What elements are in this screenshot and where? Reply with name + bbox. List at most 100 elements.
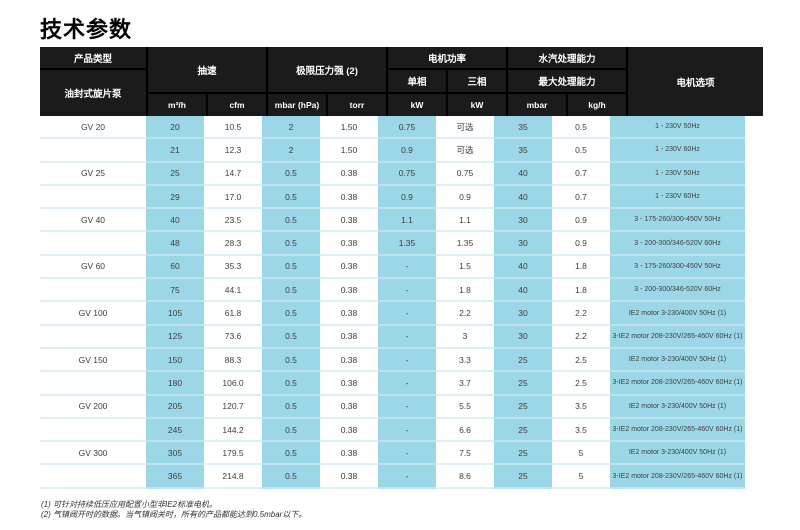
cell-torr: 1.50: [320, 116, 378, 140]
cell-kw-3ph: 可选: [436, 139, 494, 163]
cell-cfm: 61.8: [204, 302, 262, 326]
cell-mbar-hpa: 0.5: [262, 325, 320, 349]
cell-torr: 0.38: [320, 465, 378, 489]
table-row: GV 60 60 35.3 0.5 0.38-1.5 40 1.8 3 - 175-260/3…: [40, 255, 745, 280]
cell-m3h: 180: [146, 372, 204, 396]
cell-cfm: 106.0: [204, 372, 262, 396]
cell-cfm: 144.2: [204, 418, 262, 443]
cell-wv-mbar: 25: [494, 395, 552, 419]
footnotes: (1) 可针对持续低压应用配置小型非IE2标准电机。 (2) 气镇阀开时的数据。…: [41, 500, 306, 519]
cell-torr: 0.38: [320, 302, 378, 326]
cell-model: GV 200: [40, 395, 146, 419]
cell-torr: 1.50: [320, 139, 378, 163]
cell-kw-3ph: 7.5: [436, 442, 494, 466]
cell-torr: 0.38: [320, 209, 378, 233]
cell-wv-kgh: 5: [552, 442, 610, 466]
footnote-2: (2) 气镇阀开时的数据。当气镇阀关时，所有的产品都能达到0.5mbar以下。: [41, 509, 307, 519]
cell-m3h: 60: [146, 255, 204, 280]
cell-cfm: 214.8: [204, 465, 262, 489]
table-row: GV 100 105 61.8 0.5 0.38-2.2 30 2.2 IE2 motor 3…: [40, 302, 745, 326]
cell-wv-kgh: 2.5: [552, 372, 610, 396]
cell-motor: 1 - 230V 50Hz: [610, 162, 745, 186]
cell-m3h: 29: [146, 185, 204, 210]
cell-kw-1ph: -: [378, 442, 436, 466]
cell-motor: 3 - 175-260/300-450V 50Hz: [610, 209, 745, 233]
cell-mbar-hpa: 0.5: [262, 209, 320, 233]
header-single-phase: 单相: [388, 70, 446, 92]
cell-m3h: 105: [146, 302, 204, 326]
cell-model: [40, 418, 146, 443]
cell-kw-1ph: -: [378, 395, 436, 419]
cell-wv-mbar: 40: [494, 162, 552, 186]
cell-torr: 0.38: [320, 348, 378, 373]
cell-torr: 0.38: [320, 255, 378, 280]
unit-m3h: m³/h: [148, 94, 206, 116]
cell-kw-1ph: 1.1: [378, 209, 436, 233]
header-product-type: 产品类型: [40, 47, 146, 68]
cell-m3h: 25: [146, 162, 204, 186]
cell-kw-3ph: 3: [436, 325, 494, 349]
cell-motor: 1 - 230V 60Hz: [610, 139, 745, 163]
cell-mbar-hpa: 2: [262, 139, 320, 163]
cell-wv-kgh: 5: [552, 465, 610, 489]
cell-model: GV 300: [40, 442, 146, 466]
cell-model: [40, 185, 146, 210]
cell-wv-kgh: 2.5: [552, 348, 610, 373]
cell-kw-1ph: -: [378, 465, 436, 489]
cell-wv-mbar: 25: [494, 418, 552, 443]
cell-wv-mbar: 25: [494, 442, 552, 466]
cell-m3h: 125: [146, 325, 204, 349]
cell-model: GV 60: [40, 255, 146, 280]
cell-mbar-hpa: 0.5: [262, 348, 320, 373]
cell-wv-kgh: 0.5: [552, 139, 610, 163]
cell-wv-kgh: 0.5: [552, 116, 610, 140]
cell-wv-mbar: 40: [494, 185, 552, 210]
cell-m3h: 75: [146, 279, 204, 303]
cell-wv-mbar: 35: [494, 116, 552, 140]
cell-mbar-hpa: 0.5: [262, 418, 320, 443]
table-row: GV 150 150 88.3 0.5 0.38-3.3 25 2.5 IE2 motor 3…: [40, 348, 745, 373]
header-motor-options: 电机选项: [628, 47, 763, 116]
cell-model: [40, 465, 146, 489]
cell-kw-1ph: 1.35: [378, 232, 436, 256]
cell-wv-kgh: 0.9: [552, 209, 610, 233]
cell-torr: 0.38: [320, 162, 378, 186]
cell-mbar-hpa: 0.5: [262, 232, 320, 256]
cell-kw-1ph: -: [378, 255, 436, 280]
table-row: GV 25 25 14.7 0.5 0.38 0.75 0.75 40 0.7 1 - 230V …: [40, 162, 745, 186]
cell-mbar-hpa: 0.5: [262, 465, 320, 489]
cell-motor: IE2 motor 3-230/400V 50Hz (1): [610, 442, 745, 466]
cell-motor: 1 - 230V 60Hz: [610, 185, 745, 210]
cell-kw-3ph: 3.3: [436, 348, 494, 373]
cell-kw-3ph: 1.1: [436, 209, 494, 233]
cell-mbar-hpa: 0.5: [262, 162, 320, 186]
cell-wv-mbar: 35: [494, 139, 552, 163]
cell-wv-mbar: 40: [494, 255, 552, 280]
cell-kw-3ph: 0.9: [436, 185, 494, 210]
unit-torr: torr: [328, 94, 386, 116]
cell-wv-kgh: 1.8: [552, 255, 610, 280]
table-row: 21 12.3 2 1.50 0.9 可选 35 0.5 1 - 230V 60Hz: [40, 139, 745, 163]
table-row: 48 28.3 0.5 0.38 1.35 1.35 30 0.9 3 - 200-300/34…: [40, 232, 745, 256]
cell-wv-mbar: 25: [494, 372, 552, 396]
cell-cfm: 35.3: [204, 255, 262, 280]
cell-model: [40, 139, 146, 163]
cell-kw-3ph: 3.7: [436, 372, 494, 396]
cell-kw-1ph: -: [378, 418, 436, 443]
cell-cfm: 17.0: [204, 185, 262, 210]
cell-torr: 0.38: [320, 442, 378, 466]
cell-wv-kgh: 3.5: [552, 395, 610, 419]
cell-motor: IE2 motor 3-230/400V 50Hz (1): [610, 395, 745, 419]
cell-motor: 3-IE2 motor 208-230V/265-460V 60Hz (1): [610, 325, 745, 349]
cell-m3h: 205: [146, 395, 204, 419]
cell-kw-3ph: 1.8: [436, 279, 494, 303]
cell-kw-1ph: 0.75: [378, 162, 436, 186]
cell-motor: 3-IE2 motor 208-230V/265-460V 60Hz (1): [610, 372, 745, 396]
cell-kw-3ph: 8.6: [436, 465, 494, 489]
header-three-phase: 三相: [448, 70, 506, 92]
cell-mbar-hpa: 0.5: [262, 255, 320, 280]
cell-m3h: 20: [146, 116, 204, 140]
table-body: GV 20 20 10.5 2 1.50 0.75 可选 35 0.5 1 - 230V 50Hz…: [40, 116, 745, 489]
cell-model: GV 25: [40, 162, 146, 186]
cell-kw-1ph: -: [378, 372, 436, 396]
